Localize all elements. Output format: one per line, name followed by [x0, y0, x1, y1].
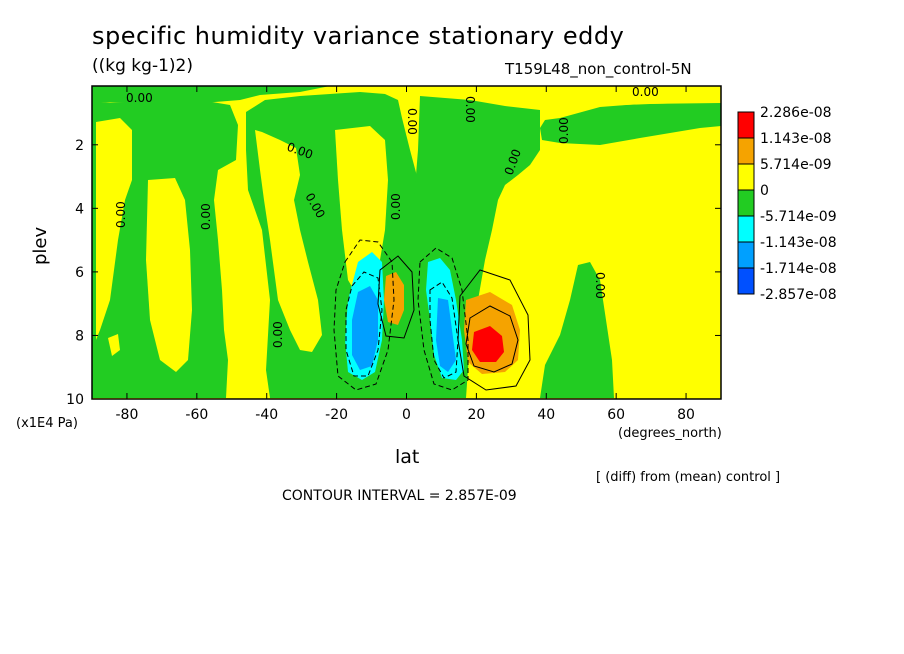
- contour-neg-north-inner: [429, 281, 459, 379]
- legend-label: 1.143e-08: [760, 131, 832, 147]
- legend-swatch: [737, 111, 755, 139]
- x-tick-label: -60: [185, 407, 208, 423]
- x-tick-label: -20: [325, 407, 348, 423]
- x-tick-label: 40: [537, 407, 555, 423]
- fill-south-pocket-left: [96, 118, 132, 340]
- chart-title: specific humidity variance stationary ed…: [92, 22, 625, 50]
- legend-label: 0: [760, 183, 769, 199]
- fill-top-band: [92, 86, 721, 145]
- fill-south-pocket-mid: [146, 178, 192, 372]
- contour-label: 0.00: [593, 272, 607, 299]
- fill-top-right-pocket: [552, 92, 721, 110]
- contour-interval: CONTOUR INTERVAL = 2.857E-09: [282, 488, 517, 504]
- legend-label: -1.714e-08: [760, 261, 837, 277]
- contour-neg-south-inner: [345, 271, 383, 377]
- plot-area: 0.00 0.00 0.00 0.00 0.00 0.00 0.00 0.00 …: [92, 85, 721, 399]
- x-tick-label: 20: [467, 407, 485, 423]
- x-tick-label: 60: [607, 407, 625, 423]
- y-tick-label: 2: [75, 138, 84, 154]
- contour-lines: [333, 239, 531, 391]
- fill-north-tail: [540, 262, 614, 398]
- diff-note: [ (diff) from (mean) control ]: [596, 470, 781, 485]
- contour-pos-equator: [377, 255, 415, 339]
- y-axis-units: (x1E4 Pa): [16, 416, 78, 431]
- x-tick-label: 0: [402, 407, 411, 423]
- y-tick-label: 4: [75, 201, 84, 217]
- legend-label: 5.714e-09: [760, 157, 832, 173]
- contour-label: 0.00: [557, 117, 571, 144]
- x-axis-units: (degrees_north): [618, 426, 722, 441]
- legend-swatch: [737, 137, 755, 165]
- contour-label: 0.00: [271, 321, 285, 348]
- contour-label: 0.00: [405, 108, 419, 135]
- contour-neg-north-outer: [417, 247, 469, 391]
- legend: 2.286e-08 1.143e-08 5.714e-09 0 -5.714e-09 -1…: [737, 105, 837, 303]
- contour-label: 0.00: [463, 96, 477, 123]
- fill-neg-north-blue: [436, 298, 456, 372]
- contour-label: 0.00: [632, 85, 659, 99]
- legend-label: -1.143e-08: [760, 235, 837, 251]
- y-tick-label: 10: [66, 392, 84, 408]
- contour-label: 0.00: [114, 201, 128, 228]
- legend-swatch: [737, 215, 755, 243]
- legend-swatch: [737, 189, 755, 217]
- fill-south-pocket-small: [108, 334, 120, 356]
- contour-pos-north-inner: [465, 305, 519, 373]
- chart-units: ((kg kg-1)2): [92, 56, 193, 76]
- legend-swatch: [737, 163, 755, 191]
- x-axis: -80 -60 -40 -20 0 20 40 60 80: [116, 86, 695, 423]
- y-axis: 2 4 6 8 10: [66, 138, 721, 408]
- fill-neg-south-blue: [352, 286, 378, 370]
- contour-label: 0.00: [199, 203, 213, 230]
- x-tick-label: -40: [255, 407, 278, 423]
- fill-pos-north-red: [472, 326, 504, 362]
- fill-top-left-band: [92, 86, 330, 104]
- legend-label: 2.286e-08: [760, 105, 832, 121]
- legend-label: -2.857e-08: [760, 287, 837, 303]
- legend-swatch: [737, 267, 755, 295]
- legend-label: -5.714e-09: [760, 209, 837, 225]
- y-tick-label: 6: [75, 265, 84, 281]
- legend-swatch: [737, 241, 755, 269]
- contour-label: 0.00: [389, 193, 403, 220]
- contour-neg-south-outer: [333, 239, 395, 391]
- contour-pos-north-outer: [457, 269, 531, 391]
- x-tick-label: 80: [677, 407, 695, 423]
- contour-label: 0.00: [126, 91, 153, 105]
- run-label: T159L48_non_control-5N: [505, 60, 692, 78]
- x-axis-label: lat: [395, 446, 420, 468]
- y-tick-label: 8: [75, 328, 84, 344]
- x-tick-label: -80: [116, 407, 139, 423]
- fill-central-pocket: [255, 130, 322, 352]
